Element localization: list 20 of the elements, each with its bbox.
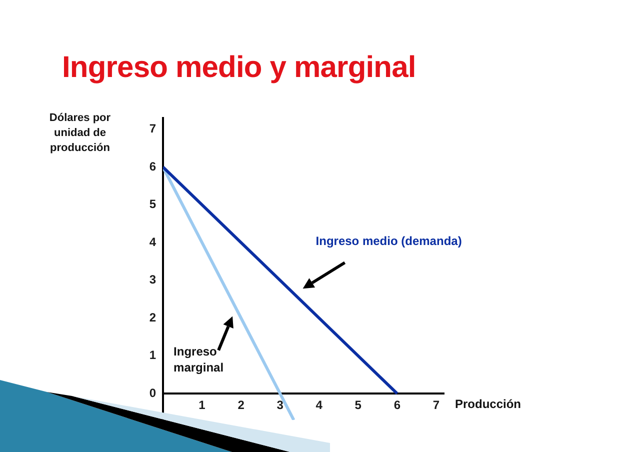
y-tick-label: 2 xyxy=(149,310,156,324)
x-tick-label: 3 xyxy=(276,398,284,412)
y-tick-label: 5 xyxy=(149,197,156,212)
y-tick-label: 3 xyxy=(149,272,156,287)
y-tick-label: 6 xyxy=(149,159,156,174)
x-tick-label: 4 xyxy=(316,398,323,412)
x-tick-label: 2 xyxy=(238,398,245,412)
text: Ingreso medio (demanda) xyxy=(316,234,462,248)
x-tick-label: 1 xyxy=(198,398,206,412)
y-tick-label: 1 xyxy=(149,348,156,362)
y-tick-label: 7 xyxy=(149,122,156,136)
y-tick-label: 0 xyxy=(149,386,156,400)
y-tick-label: 4 xyxy=(149,234,156,249)
chart-title: Ingreso medio y marginal xyxy=(62,50,416,86)
text: Ingreso marginal xyxy=(174,344,224,375)
x-axis-title: Producción xyxy=(455,396,522,411)
x-tick-label: 5 xyxy=(354,398,362,412)
x-tick-label: 6 xyxy=(394,398,401,412)
x-tick-label: 7 xyxy=(432,398,440,412)
y-axis-title: Dólares por unidad de producción xyxy=(48,111,112,156)
